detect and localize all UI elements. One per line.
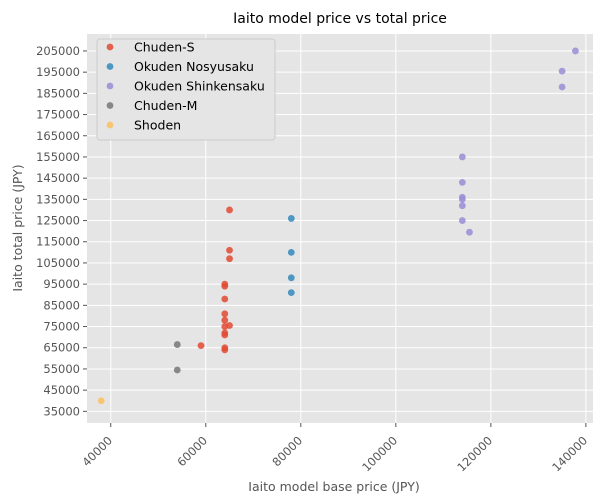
y-tick-label: 145000: [36, 171, 80, 185]
data-point: [221, 316, 229, 324]
data-point: [197, 342, 205, 350]
y-axis-ticks: 35000 45000 55000 65000 75000 85000 95000 10500…: [36, 44, 87, 418]
data-point: [287, 248, 295, 256]
data-point: [173, 341, 181, 348]
legend-marker: [106, 63, 114, 70]
data-point: [558, 67, 566, 75]
data-point: [226, 246, 233, 254]
legend-label: Chuden-S: [134, 40, 195, 55]
data-point: [221, 331, 229, 339]
data-point: [458, 153, 466, 161]
data-point: [173, 366, 181, 374]
y-tick-label: 175000: [36, 108, 80, 122]
legend-label: Shoden: [134, 118, 181, 133]
y-tick-label: 195000: [36, 65, 80, 79]
data-point: [572, 47, 579, 55]
legend: Chuden-S Okuden Nosyusaku Okuden Shinkensa…: [96, 38, 276, 141]
y-tick-label: 45000: [43, 383, 80, 397]
y-axis-label: Iaito total price (JPY): [10, 164, 25, 291]
chart-title: Iaito model price vs total price: [233, 11, 447, 27]
y-tick-label: 165000: [36, 129, 80, 143]
data-point: [226, 255, 233, 263]
legend-marker: [106, 121, 114, 129]
y-tick-label: 35000: [43, 404, 80, 418]
x-axis-label: Iaito model base price (JPY): [248, 479, 419, 494]
y-tick-label: 135000: [36, 192, 80, 206]
data-point: [466, 228, 473, 236]
data-point: [287, 289, 295, 297]
legend-label: Chuden-M: [134, 98, 197, 113]
data-point: [226, 206, 233, 214]
y-tick-label: 125000: [36, 214, 80, 228]
data-point: [221, 295, 229, 303]
y-tick-label: 205000: [36, 44, 80, 58]
data-point: [221, 346, 229, 354]
y-tick-label: 75000: [43, 320, 80, 334]
data-point: [287, 215, 295, 222]
y-tick-label: 155000: [36, 150, 80, 164]
y-tick-label: 65000: [43, 341, 80, 355]
data-point: [458, 202, 466, 210]
y-tick-label: 85000: [43, 298, 80, 312]
data-point: [558, 83, 566, 91]
data-point: [458, 217, 466, 224]
legend-box: [96, 38, 276, 141]
y-tick-label: 55000: [43, 362, 80, 376]
legend-marker: [106, 102, 114, 109]
y-tick-label: 95000: [43, 277, 80, 291]
grid-lines: [87, 34, 593, 423]
data-point: [221, 282, 229, 290]
legend-marker: [106, 43, 114, 51]
data-point: [287, 274, 295, 282]
data-point: [458, 195, 466, 203]
legend-label: Okuden Nosyusaku: [134, 59, 254, 74]
legend-label: Okuden Shinkensaku: [134, 79, 265, 94]
data-point: [221, 310, 229, 318]
y-tick-label: 185000: [36, 86, 80, 100]
data-point: [458, 178, 466, 186]
data-points: [97, 47, 579, 405]
y-tick-label: 105000: [36, 256, 80, 270]
y-tick-label: 115000: [36, 235, 80, 249]
data-point: [221, 323, 229, 330]
legend-marker: [106, 82, 114, 90]
data-point: [97, 397, 105, 405]
